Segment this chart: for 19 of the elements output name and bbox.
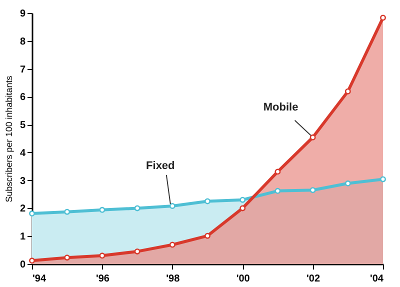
x-tick-label: '98	[166, 274, 180, 284]
y-tick-label: 7	[20, 64, 26, 76]
text: Fixed	[146, 160, 175, 172]
y-tick-label: 2	[20, 204, 26, 215]
y-tick-label: 4	[20, 148, 26, 159]
x-tick-label: '02	[306, 274, 320, 284]
y-tick-label: 1	[20, 232, 26, 243]
y-tick-label: 0	[20, 260, 26, 270]
x-tick-label: '96	[96, 274, 110, 284]
y-tick-label: 5	[20, 120, 26, 132]
y-axis-title: Subscribers per 100 inhabitants	[4, 75, 14, 202]
y-tick-label: 3	[20, 176, 26, 187]
y-tick-label: 8	[20, 36, 26, 48]
y-tick-label: 6	[20, 92, 26, 104]
x-tick-label: '04	[370, 274, 384, 284]
text: Mobile	[263, 101, 298, 114]
y-tick-label: 9	[20, 8, 26, 20]
x-tick-label: '94	[32, 274, 46, 284]
x-tick-label: '00	[236, 274, 250, 284]
